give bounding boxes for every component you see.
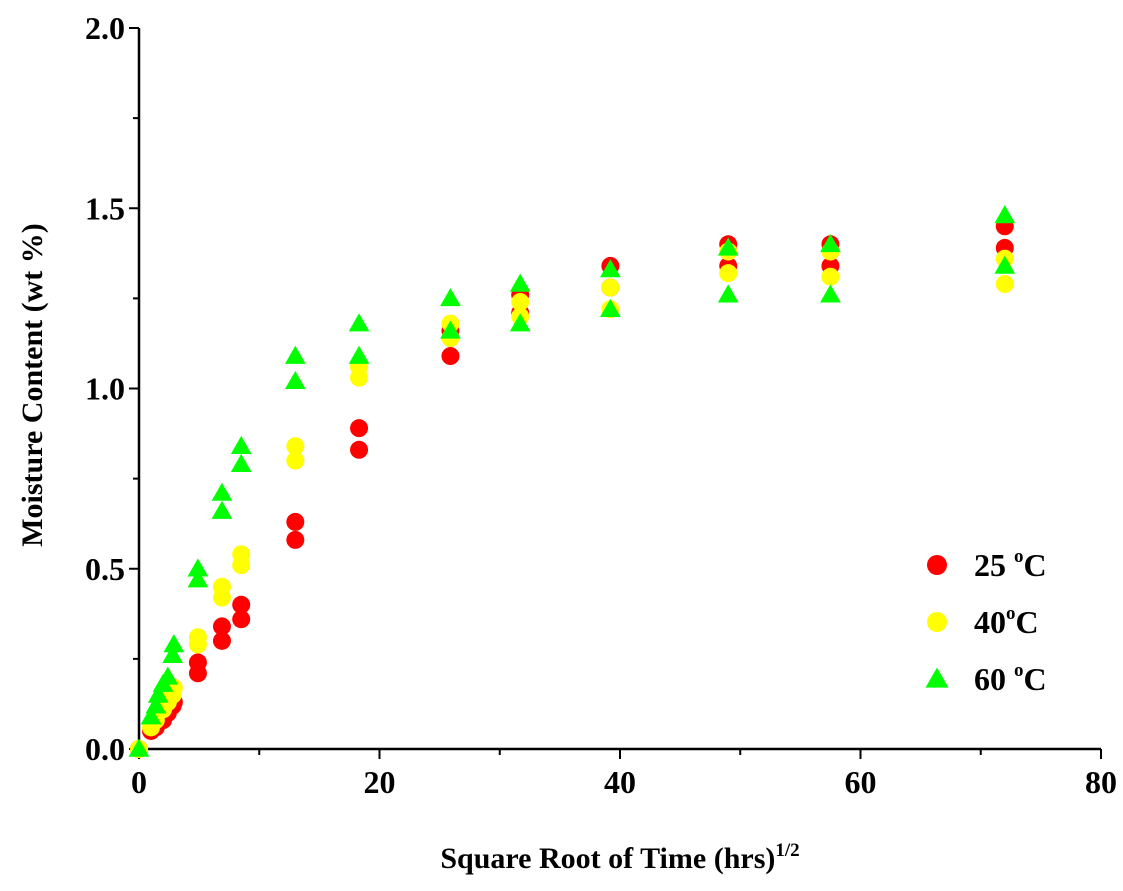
data-point [600, 298, 621, 317]
legend-marker [927, 612, 947, 632]
legend-marker [927, 555, 947, 575]
series-3 [128, 205, 1016, 757]
data-markers [128, 205, 1016, 758]
data-point [157, 666, 179, 685]
data-point [509, 273, 531, 292]
legend-label: 25 oC [974, 546, 1047, 583]
data-point [211, 482, 233, 501]
data-point [147, 684, 169, 703]
legend-label: 60 oC [974, 660, 1047, 697]
data-point [821, 267, 840, 286]
data-point [509, 313, 531, 332]
data-point [284, 345, 306, 364]
y-tick-label: 1.0 [85, 371, 125, 407]
data-point [284, 370, 306, 390]
legend-label-main: 40 [974, 604, 1006, 640]
data-point [212, 617, 231, 636]
data-point [820, 284, 841, 303]
data-point [995, 274, 1014, 293]
data-point [601, 278, 620, 297]
y-tick-label: 0.0 [85, 731, 125, 767]
y-axis-title: Moisture Content (wt %) [16, 223, 49, 547]
data-point [719, 264, 738, 283]
data-point [211, 500, 233, 519]
tick-labels: 0 20 40 60 80 0.0 0.5 1.0 1.5 2.0 [85, 10, 1117, 800]
data-point [163, 634, 185, 653]
data-point [232, 595, 251, 614]
data-point [994, 255, 1016, 274]
legend-label-main: 60 [974, 661, 1014, 697]
x-axis-title-main: Square Root of Time (hrs) [440, 842, 775, 875]
data-point [717, 237, 739, 256]
legend-label: 40oC [974, 603, 1039, 640]
y-tick-label: 1.5 [85, 190, 125, 226]
data-point [145, 695, 167, 714]
axes [129, 27, 1102, 759]
legend-label-unit: C [1016, 604, 1039, 640]
legend-label-degree: o [1014, 660, 1024, 681]
data-point [600, 259, 621, 278]
data-point [230, 453, 252, 472]
data-point [286, 512, 305, 531]
data-point [717, 284, 739, 303]
data-point [232, 545, 251, 564]
legend-label-unit: C [1024, 661, 1047, 697]
data-point [212, 577, 231, 596]
data-point [350, 419, 369, 438]
x-tick-label: 80 [1085, 764, 1117, 800]
data-point [230, 435, 252, 454]
data-point [188, 628, 207, 647]
data-point [994, 205, 1016, 224]
data-point [187, 558, 209, 577]
series-1 [130, 217, 1014, 758]
data-point [440, 288, 461, 307]
data-point [511, 292, 530, 311]
data-point [128, 738, 150, 757]
x-tick-label: 60 [845, 764, 877, 800]
data-point [348, 345, 370, 364]
data-point [286, 451, 305, 470]
data-point [441, 347, 460, 366]
data-point [187, 569, 209, 588]
y-tick-label: 2.0 [85, 10, 125, 46]
data-point [350, 440, 369, 459]
data-point [440, 320, 461, 339]
x-tick-label: 40 [604, 764, 636, 800]
legend-marker [925, 667, 949, 688]
data-point [286, 530, 305, 549]
data-point [188, 653, 207, 672]
data-point [348, 313, 370, 332]
legend-label-unit: C [1024, 547, 1047, 583]
data-point [286, 437, 305, 456]
legend-label-degree: o [1014, 546, 1024, 567]
data-point [232, 610, 251, 629]
data-point [212, 631, 231, 650]
x-axis-title-sup: 1/2 [775, 840, 799, 861]
data-point [820, 233, 841, 253]
y-tick-label: 0.5 [85, 551, 125, 587]
legend-label-degree: o [1006, 603, 1016, 624]
x-tick-label: 0 [131, 764, 147, 800]
series-2 [130, 242, 1014, 758]
data-point [162, 644, 184, 664]
data-point [140, 706, 162, 725]
x-tick-label: 20 [364, 764, 396, 800]
legend-label-main: 25 [974, 547, 1014, 583]
x-axis-title: Square Root of Time (hrs)1/2 [440, 840, 799, 875]
